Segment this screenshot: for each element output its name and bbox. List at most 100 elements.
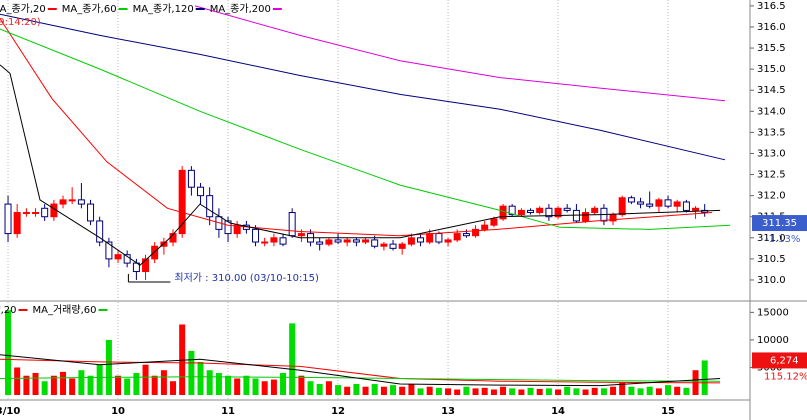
candle-body bbox=[96, 220, 104, 243]
candle-body bbox=[508, 205, 516, 216]
volume-bar bbox=[665, 385, 672, 395]
candle-body bbox=[545, 207, 553, 218]
candle-body bbox=[206, 195, 214, 218]
volume-bar bbox=[316, 383, 323, 395]
candle-body bbox=[490, 218, 498, 226]
volume-bar bbox=[380, 386, 387, 395]
price-panel bbox=[0, 5, 731, 280]
volume-bar bbox=[142, 364, 149, 395]
volume-bar bbox=[252, 378, 259, 395]
volume-bar bbox=[298, 375, 305, 395]
candle-body bbox=[105, 241, 113, 260]
volume-bar bbox=[41, 381, 48, 395]
candle-body bbox=[637, 201, 645, 205]
candle-body bbox=[279, 237, 287, 245]
volume-panel bbox=[0, 310, 721, 395]
candle-body bbox=[142, 258, 150, 273]
candle-body bbox=[398, 243, 406, 249]
volume-bar bbox=[371, 383, 378, 395]
candle-body bbox=[316, 241, 324, 245]
volume-ma-line bbox=[0, 358, 721, 384]
volume-bar bbox=[591, 387, 598, 395]
volume-tag bbox=[752, 352, 807, 369]
candle-body bbox=[536, 207, 544, 214]
price-tag bbox=[752, 215, 807, 232]
volume-bar bbox=[481, 387, 488, 395]
ma-line bbox=[194, 5, 726, 102]
volume-bar bbox=[188, 350, 195, 395]
candle-body bbox=[407, 237, 415, 245]
candle-body bbox=[297, 233, 305, 237]
candle-body bbox=[517, 209, 525, 216]
volume-bar bbox=[87, 375, 94, 395]
candle-body bbox=[472, 228, 480, 237]
annotation: 최저가 : 310.00 (03/10-10:15) bbox=[174, 272, 319, 284]
volume-bar bbox=[225, 375, 232, 395]
candle-body bbox=[481, 224, 489, 230]
volume-bar bbox=[472, 388, 479, 395]
volume-bar bbox=[527, 387, 534, 395]
y-tick-label: 312.0 bbox=[757, 191, 786, 202]
price-change: -1.13% bbox=[765, 234, 800, 245]
volume-bar bbox=[353, 383, 360, 395]
x-tick-label: 13 bbox=[441, 406, 455, 417]
candle-body bbox=[270, 237, 278, 243]
volume-bar bbox=[701, 360, 708, 395]
candle-body bbox=[4, 203, 12, 235]
volume-bar bbox=[133, 372, 140, 395]
volume-bar bbox=[646, 386, 653, 395]
volume-change: 115.12% bbox=[764, 371, 807, 382]
volume-bar bbox=[124, 378, 131, 395]
volume-bar bbox=[197, 361, 204, 395]
volume-bar bbox=[5, 310, 12, 395]
volume-bar bbox=[32, 372, 39, 395]
legend-label: 거래량,20 bbox=[0, 304, 17, 316]
candle-body bbox=[197, 186, 205, 197]
volume-bar bbox=[628, 386, 635, 395]
candle-body bbox=[77, 199, 85, 205]
y-tick-label: 15000 bbox=[757, 307, 789, 318]
candle-body bbox=[41, 207, 49, 218]
volume-bar bbox=[270, 379, 277, 395]
candle-body bbox=[371, 239, 379, 247]
x-tick-label: 15 bbox=[661, 406, 675, 417]
candle-body bbox=[343, 239, 351, 243]
volume-bar bbox=[619, 382, 626, 395]
volume-bar bbox=[289, 323, 296, 395]
candle-body bbox=[288, 212, 296, 237]
volume-bar bbox=[655, 388, 662, 395]
candle-body bbox=[187, 169, 195, 188]
candle-body bbox=[655, 199, 663, 207]
legend-label: MA_종가,60 bbox=[62, 3, 117, 15]
volume-bar bbox=[280, 372, 287, 395]
volume-bar bbox=[426, 386, 433, 395]
volume-bar bbox=[60, 371, 67, 395]
axes: 3/10101112131415310.0310.5311.0311.5312.… bbox=[0, 1, 789, 417]
candle-body bbox=[13, 212, 21, 235]
timestamp: (09:14:20) bbox=[0, 17, 41, 28]
y-tick-label: 316.5 bbox=[757, 1, 786, 12]
candle-body bbox=[252, 228, 260, 243]
volume-bar bbox=[445, 388, 452, 395]
candle-body bbox=[261, 241, 269, 244]
volume-bar bbox=[674, 386, 681, 395]
volume-bar bbox=[206, 370, 213, 395]
ma-line bbox=[0, 28, 731, 230]
candle-body bbox=[453, 233, 461, 241]
candle-body bbox=[582, 212, 590, 222]
candle-body bbox=[151, 245, 159, 260]
ma-line bbox=[0, 18, 713, 237]
candle-body bbox=[87, 203, 95, 222]
volume-tag-label: 6,274 bbox=[770, 355, 799, 366]
volume-bar bbox=[509, 388, 516, 395]
y-tick-label: 313.0 bbox=[757, 148, 786, 159]
candle-body bbox=[32, 212, 40, 215]
volume-bar bbox=[637, 388, 644, 395]
y-tick-label: 310.0 bbox=[757, 275, 786, 286]
candle-body bbox=[591, 207, 599, 214]
volume-bar bbox=[417, 388, 424, 395]
candle-body bbox=[527, 209, 535, 214]
volume-bar bbox=[105, 339, 112, 395]
